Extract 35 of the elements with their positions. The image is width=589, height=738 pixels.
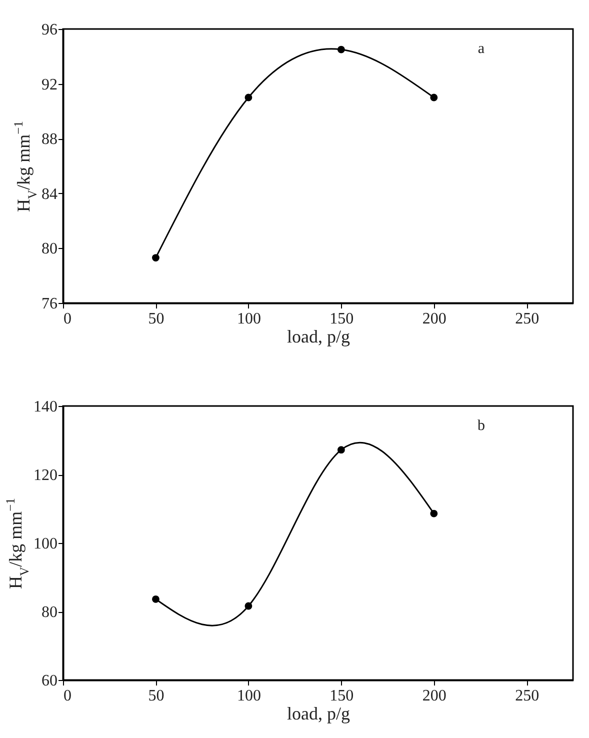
- x-tick-label: 50: [148, 310, 164, 328]
- point: [152, 595, 160, 603]
- y-tick-label: 80: [42, 240, 58, 258]
- y-tick-label: 80: [42, 604, 58, 621]
- annotation: a: [478, 41, 485, 57]
- y-tick-label: 92: [42, 76, 58, 94]
- x-tick-label: 250: [515, 310, 540, 328]
- y-tick-label: 60: [42, 672, 58, 690]
- point: [244, 602, 252, 610]
- x-axis-title: load, p/g: [287, 704, 350, 724]
- x-axis-title: load, p/g: [287, 326, 350, 346]
- point: [430, 510, 438, 518]
- x-tick-label: 250: [515, 688, 540, 704]
- y-tick-label: 84: [42, 186, 58, 203]
- y-tick-label: 96: [42, 22, 58, 38]
- point: [430, 94, 438, 102]
- x-tick-label: 150: [330, 688, 354, 704]
- x-tick-label: 0: [64, 310, 72, 328]
- x-tick-label: 200: [422, 310, 446, 328]
- x-tick-label: 50: [148, 688, 164, 704]
- x-tick-label: 200: [422, 688, 446, 704]
- x-tick-label: 100: [236, 688, 261, 704]
- x-tick-label: 0: [64, 688, 72, 704]
- y-tick-label: 140: [34, 398, 58, 416]
- annotation: b: [477, 418, 485, 434]
- point: [244, 94, 252, 102]
- point: [337, 46, 345, 54]
- point: [152, 254, 160, 262]
- y-tick-label: 120: [34, 467, 58, 484]
- y-tick-label: 88: [42, 131, 58, 148]
- x-tick-label: 100: [236, 310, 261, 328]
- y-tick-label: 100: [34, 536, 58, 552]
- x-tick-label: 150: [330, 310, 354, 328]
- y-tick-label: 76: [42, 296, 58, 312]
- point: [337, 446, 345, 454]
